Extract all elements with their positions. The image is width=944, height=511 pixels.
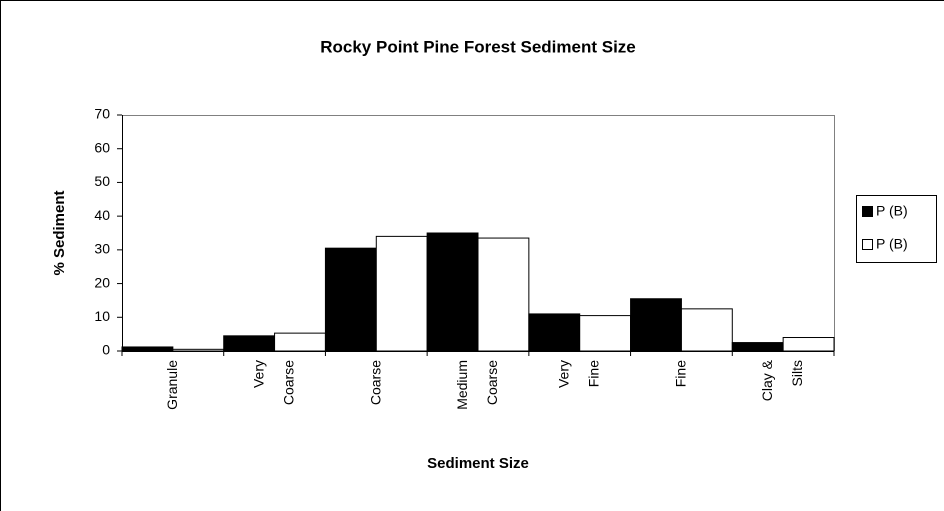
x-tick-label: Medium Coarse <box>454 360 500 410</box>
bar <box>223 335 276 352</box>
bar <box>477 237 530 352</box>
x-axis-label: Sediment Size <box>427 455 529 472</box>
legend-label: P (B) <box>876 203 908 219</box>
legend-label: P (B) <box>876 236 908 252</box>
x-tick-label: Very Fine <box>555 360 601 388</box>
bar <box>782 337 835 352</box>
bar <box>680 308 733 352</box>
bar <box>528 313 581 352</box>
x-tick-label: Coarse <box>367 360 383 405</box>
bar <box>731 342 784 352</box>
bar <box>172 348 225 352</box>
bar <box>426 232 479 352</box>
y-tick-label: 50 <box>94 173 110 189</box>
bar <box>121 346 174 352</box>
y-tick-label: 40 <box>94 207 110 223</box>
legend-swatch <box>862 239 873 250</box>
bar <box>324 247 377 352</box>
y-tick-label: 30 <box>94 241 110 257</box>
y-tick-label: 20 <box>94 274 110 290</box>
x-tick-label: Fine <box>672 360 688 387</box>
y-tick-label: 0 <box>102 342 110 358</box>
x-tick-label: Very Coarse <box>250 360 296 405</box>
y-tick-label: 10 <box>94 308 110 324</box>
bar <box>375 235 428 352</box>
legend-swatch <box>862 206 873 217</box>
bar <box>579 315 632 352</box>
chart-title: Rocky Point Pine Forest Sediment Size <box>320 37 636 56</box>
y-tick-label: 60 <box>94 139 110 155</box>
x-tick-label: Granule <box>164 360 180 410</box>
bar <box>630 298 682 352</box>
x-tick-label: Clay & Silts <box>759 359 805 401</box>
bar <box>274 332 326 352</box>
y-axis-label: % Sediment <box>51 190 68 275</box>
y-tick-label: 70 <box>94 106 110 122</box>
